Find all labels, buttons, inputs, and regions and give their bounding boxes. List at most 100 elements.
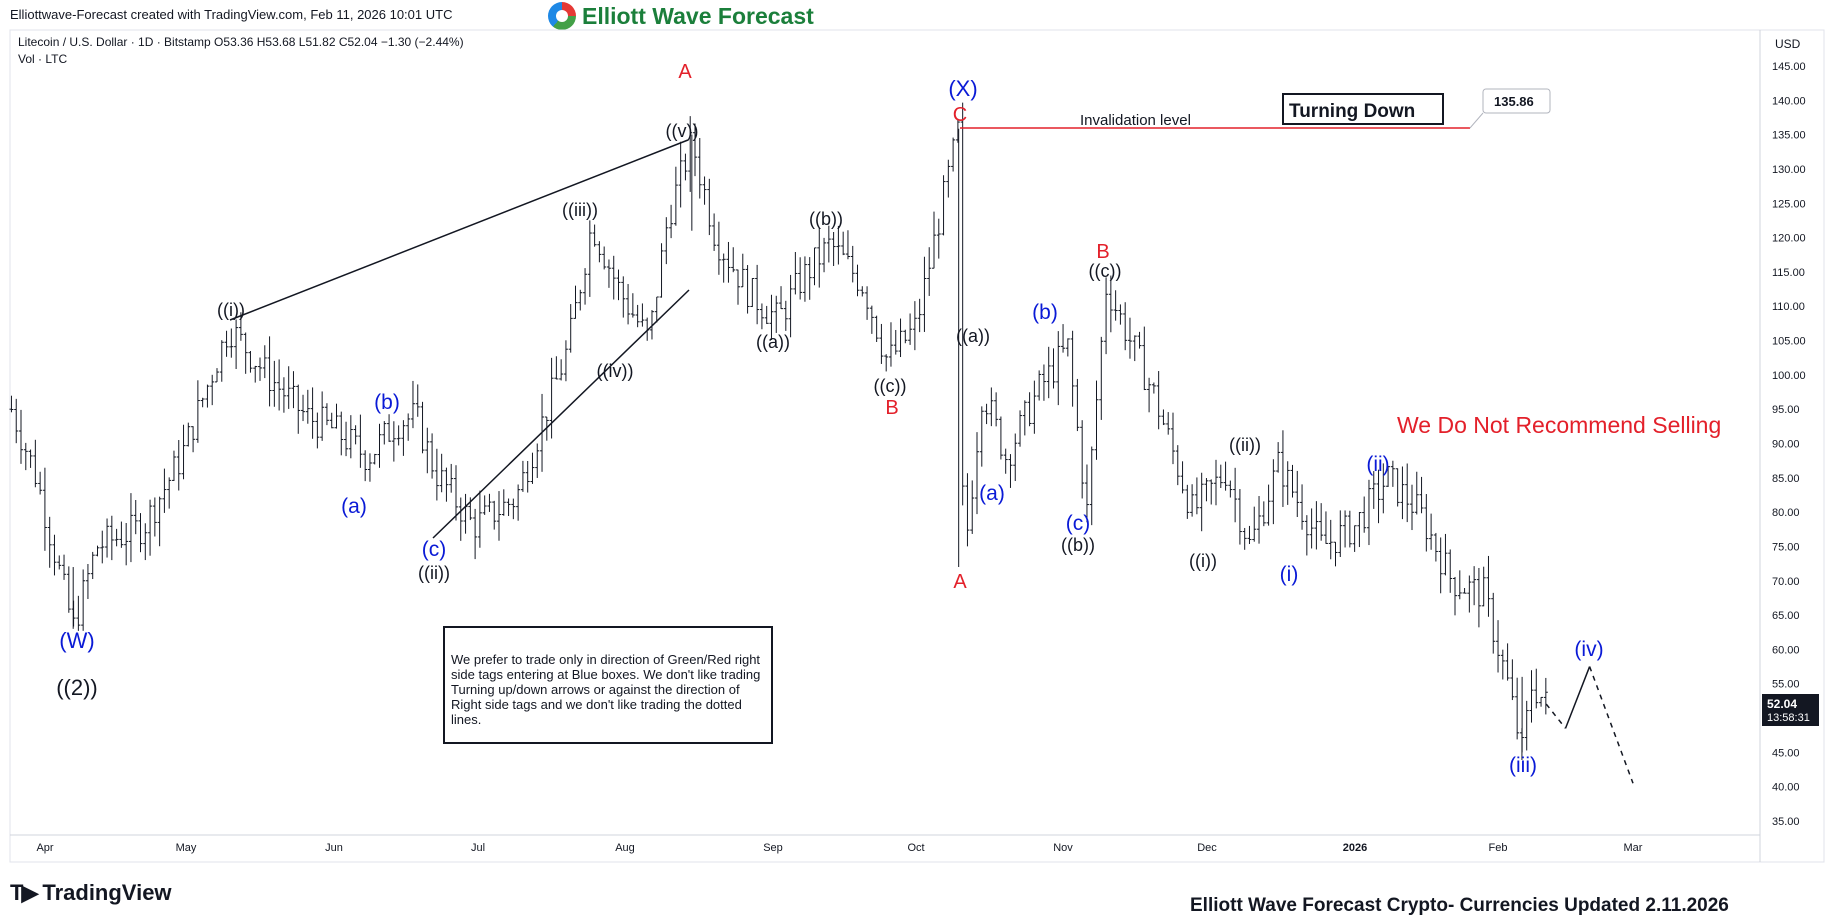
wave-label: A xyxy=(953,571,967,593)
wave-label: C xyxy=(953,104,967,126)
ohlc-bar xyxy=(339,411,344,456)
ohlc-bar xyxy=(1405,463,1410,523)
ohlc-bar xyxy=(200,397,205,408)
price-tick-label: 70.00 xyxy=(1772,576,1800,588)
ohlc-bar xyxy=(487,493,492,512)
ohlc-bar xyxy=(568,304,573,353)
ohlc-bar xyxy=(1457,570,1462,600)
ohlc-bar xyxy=(238,312,243,341)
ohlc-bar xyxy=(171,450,176,481)
ohlc-bar xyxy=(1013,433,1018,482)
ohlc-bar xyxy=(458,497,463,541)
ohlc-bar xyxy=(692,123,697,177)
ohlc-bar xyxy=(391,421,396,462)
ohlc-bar xyxy=(630,293,635,318)
turning-down-box: Turning Down xyxy=(1282,93,1444,125)
ohlc-bar xyxy=(592,224,597,247)
wave-label: ((i)) xyxy=(1189,551,1217,571)
ohlc-bar xyxy=(1147,377,1152,413)
ohlc-bar xyxy=(903,329,908,344)
ohlc-bar xyxy=(1242,527,1247,550)
ohlc-bar xyxy=(1041,364,1046,401)
ohlc-bar xyxy=(444,467,449,502)
brand-name: Elliott Wave Forecast xyxy=(582,2,814,29)
ohlc-bar xyxy=(334,403,339,429)
ohlc-bar xyxy=(1362,496,1367,533)
ohlc-bar xyxy=(1008,454,1013,488)
ohlc-bar xyxy=(367,453,372,482)
ohlc-bar xyxy=(640,303,645,327)
ohlc-bar xyxy=(281,377,286,413)
ohlc-bar xyxy=(28,449,33,468)
wave-label: B xyxy=(1096,241,1109,263)
wave-label: (X) xyxy=(948,76,977,101)
ohlc-bar xyxy=(186,422,191,447)
ohlc-bar xyxy=(434,448,439,501)
ohlc-bar xyxy=(807,257,812,300)
ohlc-bar xyxy=(42,467,47,551)
time-tick-label: May xyxy=(176,842,197,854)
ohlc-bar xyxy=(1453,576,1458,616)
ohlc-bar xyxy=(831,232,836,267)
ohlc-bar xyxy=(712,213,717,251)
ohlc-bar xyxy=(554,356,559,380)
ohlc-bar xyxy=(755,264,760,325)
ohlc-bar xyxy=(14,398,19,444)
ohlc-bar xyxy=(430,433,435,479)
wave-label: (a) xyxy=(341,495,367,518)
ohlc-bar xyxy=(922,256,927,332)
ohlc-bar xyxy=(611,255,616,300)
ohlc-bar xyxy=(626,284,631,325)
brand-logo: Elliott Wave Forecast xyxy=(548,2,814,30)
drawings: Invalidation level 135.86 Turning Down W… xyxy=(229,88,1721,784)
ohlc-bar xyxy=(224,330,229,357)
ohlc-bar xyxy=(673,166,678,226)
ohlc-bar xyxy=(234,319,239,370)
wave-label: ((b)) xyxy=(809,209,843,229)
ohlc-bar xyxy=(544,416,549,441)
ohlc-bar xyxy=(850,245,855,283)
ohlc-bar xyxy=(1486,555,1491,617)
ohlc-bar xyxy=(387,414,392,442)
ohlc-bar xyxy=(1252,506,1257,542)
wave-label: (iv) xyxy=(1574,638,1603,661)
ohlc-bar xyxy=(348,415,353,459)
ohlc-bar xyxy=(1443,533,1448,576)
ohlc-bar xyxy=(1543,677,1548,715)
ohlc-bar xyxy=(759,303,764,330)
ohlc-bar xyxy=(1132,335,1137,362)
ohlc-bar xyxy=(501,489,506,516)
ohlc-bar xyxy=(721,253,726,283)
ohlc-bar xyxy=(702,176,707,205)
time-tick-label: Aug xyxy=(615,842,635,854)
ohlc-bar xyxy=(716,221,721,275)
ohlc-bar xyxy=(912,301,917,351)
ohlc-bar xyxy=(90,551,95,580)
ohlc-bar xyxy=(860,286,865,297)
ohlc-bar xyxy=(975,432,980,515)
ohlc-bar xyxy=(1185,484,1190,519)
wave-label: (b) xyxy=(374,391,400,414)
symbol-ohlc-line: Litecoin / U.S. Dollar · 1D · Bitstamp O… xyxy=(18,35,464,49)
ohlc-bar xyxy=(439,453,444,493)
ohlc-bar xyxy=(917,298,922,333)
ohlc-bar xyxy=(1257,496,1262,544)
ohlc-bar xyxy=(358,414,363,468)
ohlc-bar xyxy=(707,178,712,236)
ohlc-bar xyxy=(845,230,850,260)
ohlc-bar xyxy=(764,305,769,325)
ohlc-bar xyxy=(984,403,989,425)
ohlc-bar xyxy=(1438,537,1443,594)
ohlc-bar xyxy=(1300,484,1305,530)
ohlc-bar xyxy=(1314,501,1319,550)
ohlc-bar xyxy=(1070,330,1075,407)
ohlc-bar xyxy=(1214,459,1219,506)
ohlc-bar xyxy=(1539,696,1544,707)
ohlc-bar xyxy=(664,217,669,265)
ohlc-bar xyxy=(1433,532,1438,562)
ohlc-bar xyxy=(1161,409,1166,426)
ohlc-bar xyxy=(162,468,167,513)
ohlc-bar xyxy=(253,365,258,383)
ohlc-bar xyxy=(406,413,411,441)
